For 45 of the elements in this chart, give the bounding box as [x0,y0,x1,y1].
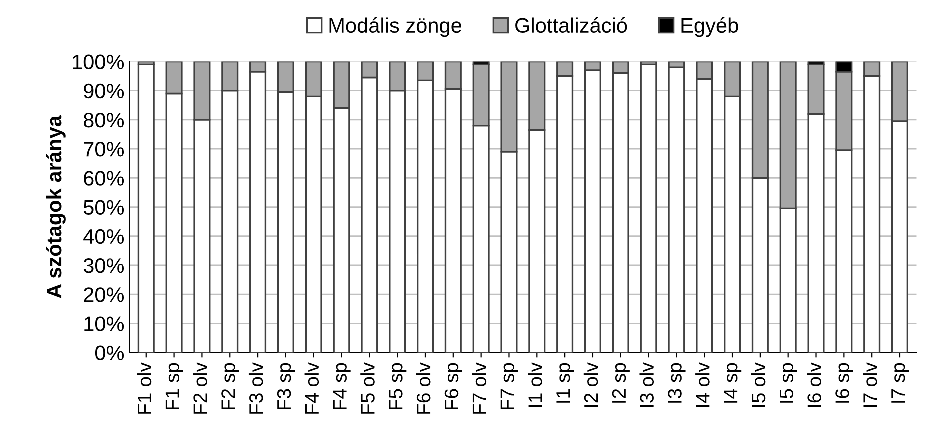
x-tick-label: F1 olv [137,362,152,414]
x-tick-label: I5 olv [751,362,766,408]
y-tick-label: 60% [84,171,124,186]
bar [640,64,658,353]
y-tick-label: 20% [84,288,124,302]
x-tick-label: F5 olv [360,362,375,414]
x-tick-label: I2 sp [612,363,630,403]
x-tick-label: F2 sp [222,363,240,410]
y-tick-label: 30% [84,258,124,274]
y-tick-label: 90% [84,84,124,99]
x-tick-label: I7 olv [863,362,878,408]
y-axis-title: A szótagok aránya [46,115,66,298]
legend-label: Modális zönge [330,18,462,38]
y-tick-label: 10% [84,316,124,332]
x-tick-label: I4 sp [724,363,742,403]
x-tick-label: F3 sp [277,363,296,410]
x-tick-label: I1 sp [556,363,574,403]
x-tick-label: F6 sp [444,363,462,410]
x-tick-label: I3 sp [668,363,686,403]
x-tick-label: I3 olv [640,362,654,408]
y-tick-label: 50% [84,200,124,216]
y-tick-label: 40% [84,229,124,244]
bar [138,64,155,353]
y-tick-label: 0% [95,346,124,361]
x-tick-label: F2 olv [193,362,208,414]
x-tick-label: F4 sp [333,363,351,410]
x-tick-label: F7 sp [500,363,518,410]
x-tick-label: F3 olv [248,362,264,414]
y-tick-label: 100% [73,54,124,70]
y-tick-label: 70% [84,142,124,157]
x-tick-label: I4 olv [696,362,710,408]
x-tick-label: I5 sp [780,363,798,403]
x-tick-label: I6 olv [807,362,822,408]
x-tick-label: F4 olv [304,362,320,414]
x-tick-label: F1 sp [166,363,184,410]
x-tick-label: I7 sp [892,363,910,403]
legend-label: Glottalizáció [516,18,628,34]
x-tick-label: F5 sp [389,363,407,410]
x-tick-label: F7 olv [472,362,487,414]
x-tick-label: F6 olv [416,362,431,414]
legend-label: Egyéb [682,18,738,38]
x-tick-label: I6 sp [836,363,854,403]
y-tick-label: 80% [84,112,124,128]
x-tick-label: I1 olv [528,362,542,408]
x-tick-label: I2 olv [584,362,598,408]
